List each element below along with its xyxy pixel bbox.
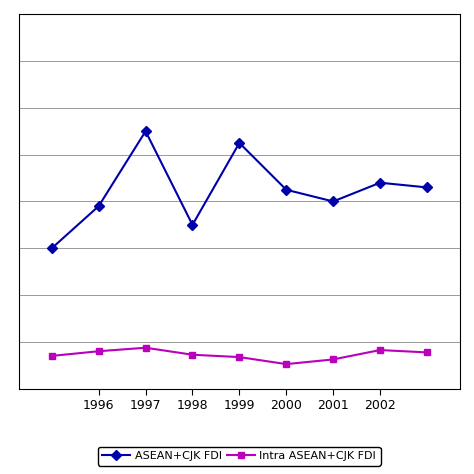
Intra ASEAN+CJK FDI <box>190 352 195 357</box>
Intra ASEAN+CJK FDI <box>283 361 289 367</box>
ASEAN+CJK FDI <box>424 184 430 190</box>
Line: ASEAN+CJK FDI: ASEAN+CJK FDI <box>48 128 430 252</box>
ASEAN+CJK FDI <box>330 199 336 204</box>
Legend: ASEAN+CJK FDI, Intra ASEAN+CJK FDI: ASEAN+CJK FDI, Intra ASEAN+CJK FDI <box>98 447 381 465</box>
Intra ASEAN+CJK FDI <box>96 348 101 354</box>
Intra ASEAN+CJK FDI <box>237 354 242 360</box>
Intra ASEAN+CJK FDI <box>49 353 55 359</box>
ASEAN+CJK FDI <box>190 222 195 228</box>
Intra ASEAN+CJK FDI <box>330 356 336 362</box>
ASEAN+CJK FDI <box>377 180 383 185</box>
ASEAN+CJK FDI <box>49 246 55 251</box>
Intra ASEAN+CJK FDI <box>377 347 383 353</box>
ASEAN+CJK FDI <box>96 203 101 209</box>
ASEAN+CJK FDI <box>143 128 148 134</box>
Intra ASEAN+CJK FDI <box>424 349 430 355</box>
ASEAN+CJK FDI <box>283 187 289 192</box>
Line: Intra ASEAN+CJK FDI: Intra ASEAN+CJK FDI <box>48 344 430 367</box>
Intra ASEAN+CJK FDI <box>143 345 148 351</box>
ASEAN+CJK FDI <box>237 140 242 146</box>
